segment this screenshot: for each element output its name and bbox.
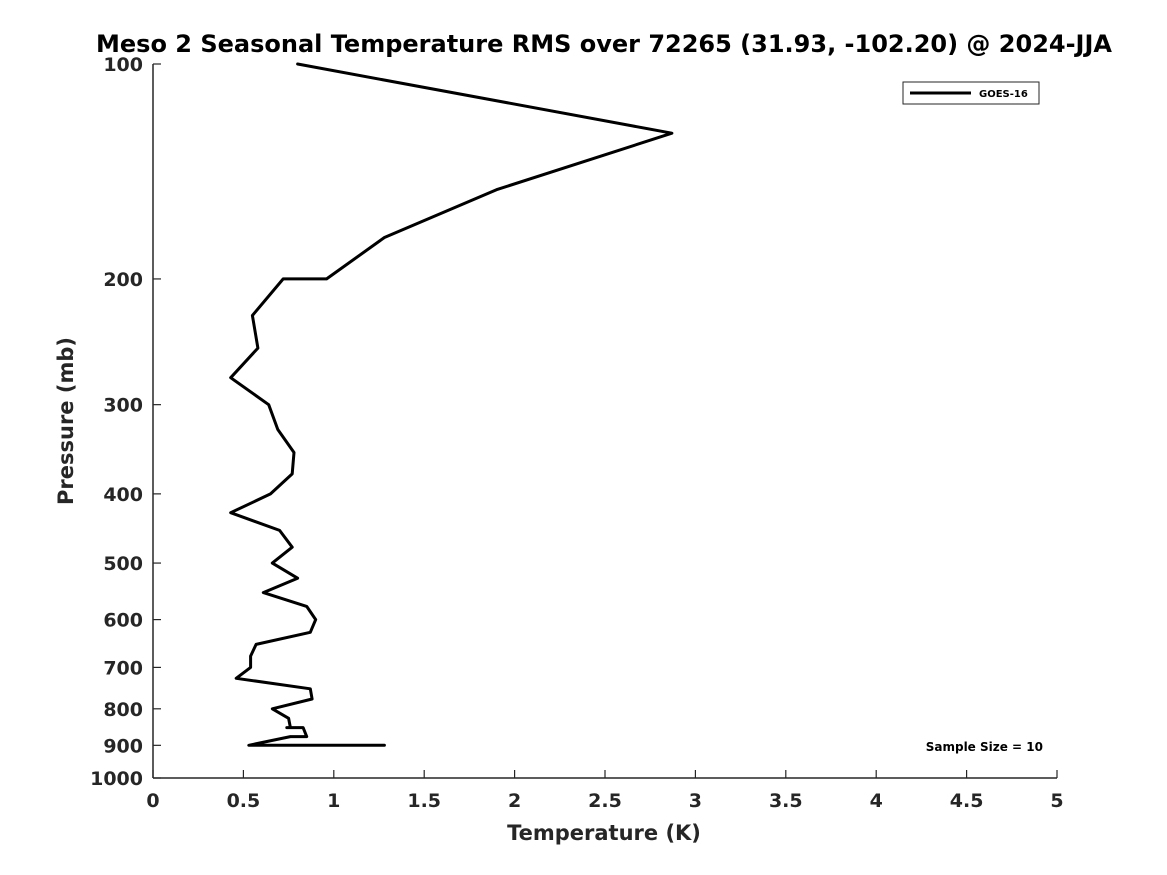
x-tick-label: 1.5	[407, 790, 441, 812]
y-tick-label: 200	[103, 269, 143, 291]
x-tick-label: 5	[1050, 790, 1063, 812]
y-tick-label: 800	[103, 699, 143, 721]
x-tick-label: 2.5	[588, 790, 622, 812]
x-tick-label: 2	[508, 790, 521, 812]
x-tick-label: 4	[870, 790, 883, 812]
y-axis-label: Pressure (mb)	[54, 337, 78, 505]
x-axis-label: Temperature (K)	[507, 821, 701, 845]
series-line-goes-16	[229, 62, 674, 747]
y-tick-label: 1000	[90, 768, 143, 790]
y-tick-label: 400	[103, 484, 143, 506]
x-tick-label: 0	[146, 790, 159, 812]
y-tick-label: 600	[103, 610, 143, 632]
sample-size-annotation: Sample Size = 10	[926, 740, 1043, 754]
y-tick-label: 700	[103, 657, 143, 679]
x-ticks: 0 0.5 1 1.5 2 2.5 3 3.5 4 4.5 5	[146, 770, 1064, 812]
x-tick-label: 3	[689, 790, 702, 812]
legend-label: GOES-16	[979, 89, 1028, 100]
x-tick-label: 4.5	[950, 790, 984, 812]
x-tick-label: 3.5	[769, 790, 803, 812]
y-tick-label: 300	[103, 395, 143, 417]
y-tick-label: 500	[103, 553, 143, 575]
y-ticks: 100 200 300 400 500 600 700 800 900 1000	[90, 54, 161, 790]
chart-title: Meso 2 Seasonal Temperature RMS over 722…	[96, 30, 1112, 58]
legend: GOES-16	[902, 81, 1040, 105]
x-tick-label: 1	[327, 790, 340, 812]
x-tick-label: 0.5	[227, 790, 261, 812]
y-tick-label: 100	[103, 54, 143, 76]
y-tick-label: 900	[103, 735, 143, 757]
